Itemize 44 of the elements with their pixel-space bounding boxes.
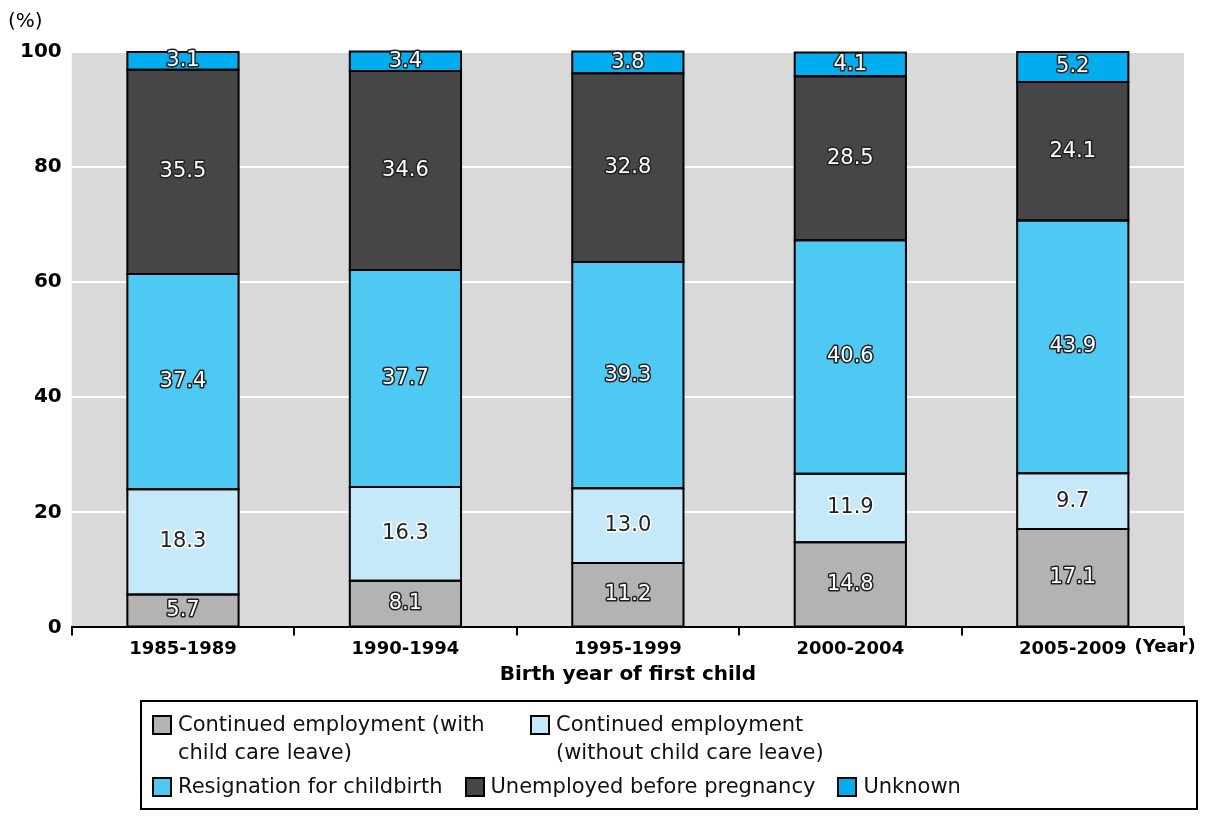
x-tick-label: 1995-1999 — [574, 636, 682, 658]
data-label: 16.3 — [382, 520, 429, 545]
x-tick-label: 2000-2004 — [796, 636, 905, 658]
y-tick-label: 60 — [33, 268, 62, 293]
data-label: 5.2 — [1056, 53, 1090, 78]
data-label: 4.1 — [833, 50, 868, 75]
text: (Year) — [1134, 635, 1196, 657]
x-tick-label: 1985-1989 — [129, 636, 237, 658]
legend-label: Continued employment (with child care leave) — [178, 711, 486, 766]
data-label: 5.7 — [166, 596, 200, 621]
legend-label: Unemployed before pregnancy — [490, 773, 816, 800]
data-label: 28.5 — [826, 144, 874, 169]
legend-label: Unknown — [863, 773, 961, 800]
y-tick-label: 80 — [33, 153, 62, 178]
data-label: 8.1 — [388, 590, 423, 615]
data-label: 35.5 — [159, 158, 207, 183]
data-label: 37.4 — [159, 368, 207, 393]
data-label: 43.9 — [1049, 333, 1097, 358]
data-label: 34.6 — [382, 156, 429, 181]
legend-label: Continued employment (without child care leave) — [556, 711, 825, 766]
data-label: 3.1 — [166, 47, 200, 72]
legend-label: Resignation for childbirth — [178, 773, 443, 800]
data-label: 11.9 — [826, 494, 874, 519]
y-tick-label: 20 — [33, 498, 62, 523]
data-label: 3.4 — [388, 47, 423, 72]
data-label: 11.2 — [604, 581, 652, 606]
y-tick-label: 40 — [33, 383, 62, 408]
x-tick-label: 2005-2009 — [1018, 636, 1127, 658]
data-label: 40.6 — [826, 343, 874, 368]
data-label: 18.3 — [159, 528, 207, 553]
data-label: 24.1 — [1049, 137, 1097, 162]
data-label: 14.8 — [826, 570, 874, 595]
data-label: 39.3 — [604, 361, 652, 386]
x-tick-label: 1990-1994 — [351, 636, 460, 658]
y-tick-label: 0 — [47, 613, 62, 638]
data-label: 9.7 — [1056, 487, 1090, 512]
data-label: 32.8 — [604, 154, 652, 179]
x-axis-title: Birth year of first child — [499, 661, 757, 686]
data-label: 3.8 — [611, 48, 645, 73]
data-label: 37.7 — [382, 364, 429, 389]
y-tick-label: 100 — [20, 38, 62, 63]
y-axis-title: (%) — [8, 8, 43, 33]
data-label: 17.1 — [1049, 564, 1097, 589]
data-label: 13.0 — [604, 512, 652, 537]
